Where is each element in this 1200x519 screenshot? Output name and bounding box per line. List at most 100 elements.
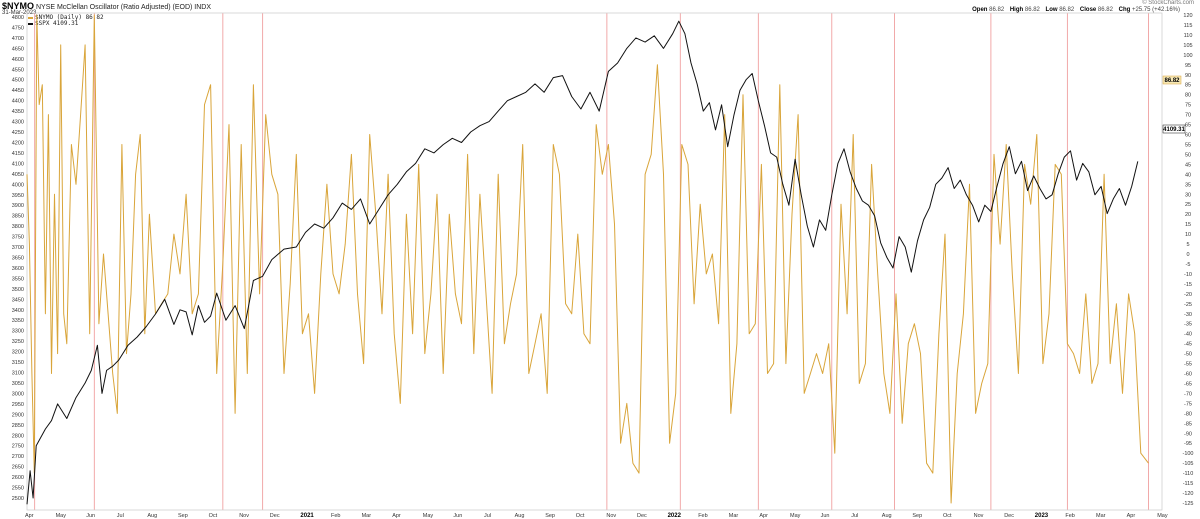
- low-value: 86.82: [1059, 7, 1075, 13]
- right-axis-tick: 120: [1183, 13, 1192, 19]
- left-axis-tick: 4650: [12, 46, 24, 52]
- left-axis-tick: 2950: [12, 402, 24, 408]
- left-axis-tick: 2900: [12, 412, 24, 418]
- left-axis-tick: 2850: [12, 423, 24, 429]
- x-axis-tick: Feb: [698, 513, 707, 519]
- x-axis-tick: Mar: [729, 513, 739, 519]
- x-axis-tick: Feb: [331, 513, 340, 519]
- svg-text:4109.31: 4109.31: [1163, 127, 1185, 133]
- right-axis-tick: 0: [1186, 252, 1189, 258]
- x-axis-tick: Apr: [1127, 513, 1136, 519]
- right-axis-tick: 10: [1185, 232, 1191, 238]
- right-axis-tick: 20: [1185, 212, 1191, 218]
- x-axis-tick: Aug: [147, 513, 157, 519]
- right-axis-tick: 110: [1184, 33, 1193, 39]
- right-axis-tick: 30: [1185, 192, 1191, 198]
- x-axis-tick: Dec: [637, 513, 647, 519]
- x-axis-tick: 2021: [300, 513, 314, 519]
- x-axis-tick: Dec: [270, 513, 280, 519]
- chart-date: 31-Mar-2023: [2, 10, 37, 16]
- left-axis-tick: 3650: [12, 256, 24, 262]
- x-axis-tick: 2023: [1035, 513, 1049, 519]
- right-axis-tick: 65: [1185, 123, 1191, 129]
- nymo-last-badge: 86.82: [1162, 75, 1182, 85]
- open-label: Open: [972, 7, 988, 13]
- x-axis-tick: Oct: [576, 513, 585, 519]
- left-axis-tick: 4550: [12, 67, 24, 73]
- x-axis-tick: May: [1157, 513, 1168, 519]
- left-axis-tick: 4050: [12, 172, 24, 178]
- right-axis-tick: -60: [1184, 372, 1192, 378]
- left-axis-tick: 3700: [12, 245, 24, 251]
- right-axis-tick: 70: [1185, 113, 1191, 119]
- left-axis-tick: 4000: [12, 182, 24, 188]
- x-axis-tick: 2022: [668, 513, 682, 519]
- left-axis-tick: 2500: [12, 496, 24, 502]
- stockcharts-credit[interactable]: © StockCharts.com: [1142, 0, 1194, 6]
- right-axis-tick: 15: [1185, 222, 1191, 228]
- x-axis-tick: Jul: [851, 513, 858, 519]
- left-axis-tick: 4350: [12, 109, 24, 115]
- left-axis-tick: 3850: [12, 214, 24, 220]
- right-axis-tick: 80: [1185, 93, 1191, 99]
- right-axis-tick: 45: [1185, 162, 1191, 168]
- left-axis-tick: 3750: [12, 235, 24, 241]
- x-axis-tick: May: [423, 513, 434, 519]
- legend-item-spx: $SPX 4109.31: [28, 21, 104, 27]
- right-axis-tick: -50: [1184, 352, 1192, 358]
- left-axis-tick: 3050: [12, 381, 24, 387]
- x-axis-tick: Nov: [974, 513, 984, 519]
- chg-value: +25.75 (+42.16%): [1131, 7, 1180, 13]
- left-axis-tick: 3900: [12, 203, 24, 209]
- left-axis-tick: 3500: [12, 287, 24, 293]
- right-axis-tick: 90: [1185, 73, 1191, 79]
- right-axis-tick: -105: [1182, 461, 1193, 467]
- right-axis-tick: 50: [1185, 152, 1191, 158]
- left-axis-tick: 3350: [12, 318, 24, 324]
- right-axis-tick: 35: [1185, 182, 1191, 188]
- left-axis-tick: 2700: [12, 454, 24, 460]
- x-axis-tick: Sep: [912, 513, 922, 519]
- x-axis-tick: Nov: [606, 513, 616, 519]
- left-axis-tick: 4800: [12, 15, 24, 21]
- right-axis-tick: 115: [1184, 23, 1193, 29]
- right-axis-tick: -120: [1182, 491, 1193, 497]
- right-axis-tick: -85: [1184, 421, 1192, 427]
- legend: $NYMO (Daily) 86.82 $SPX 4109.31: [28, 15, 104, 27]
- right-axis-tick: -55: [1184, 362, 1192, 368]
- right-axis-tick: 75: [1185, 103, 1191, 109]
- spx-last-badge: 4109.31: [1162, 124, 1186, 134]
- left-axis-tick: 4100: [12, 161, 24, 167]
- symbol-label: $NYMO: [2, 1, 35, 11]
- left-axis-tick: 3000: [12, 391, 24, 397]
- right-axis-tick: -15: [1184, 282, 1192, 288]
- right-axis-tick: 105: [1183, 43, 1192, 49]
- x-axis-tick: Aug: [515, 513, 525, 519]
- right-axis-tick: 85: [1185, 83, 1191, 89]
- left-axis-tick: 3600: [12, 266, 24, 272]
- legend-swatch-nymo: [28, 17, 33, 19]
- x-axis-tick: Jun: [821, 513, 830, 519]
- left-axis-tick: 2800: [12, 433, 24, 439]
- right-axis-tick: -125: [1182, 501, 1193, 507]
- x-axis-tick: Aug: [882, 513, 892, 519]
- left-axis-tick: 4150: [12, 151, 24, 157]
- left-axis-tick: 4450: [12, 88, 24, 94]
- right-axis-tick: -80: [1184, 411, 1192, 417]
- left-axis-tick: 2550: [12, 486, 24, 492]
- right-axis-tick: -110: [1183, 471, 1194, 477]
- x-axis-tick: Jun: [453, 513, 462, 519]
- x-axis-tick: May: [790, 513, 801, 519]
- right-axis-tick: -75: [1184, 401, 1192, 407]
- right-axis-tick: 95: [1185, 63, 1191, 69]
- left-axis-tick: 3100: [12, 371, 24, 377]
- left-axis-tick: 4400: [12, 99, 24, 105]
- x-axis-tick: Jul: [484, 513, 491, 519]
- right-axis-tick: 40: [1185, 172, 1191, 178]
- left-axis-tick: 4750: [12, 25, 24, 31]
- left-axis-tick: 3450: [12, 297, 24, 303]
- nymo-line: [26, 14, 1149, 504]
- left-axis-spx: 4800 4750 4700 4650 4600 4550 4500 4450 4400 4350…: [12, 15, 24, 502]
- right-axis-nymo: 1201151101051009590858075706560555045403…: [1182, 13, 1193, 507]
